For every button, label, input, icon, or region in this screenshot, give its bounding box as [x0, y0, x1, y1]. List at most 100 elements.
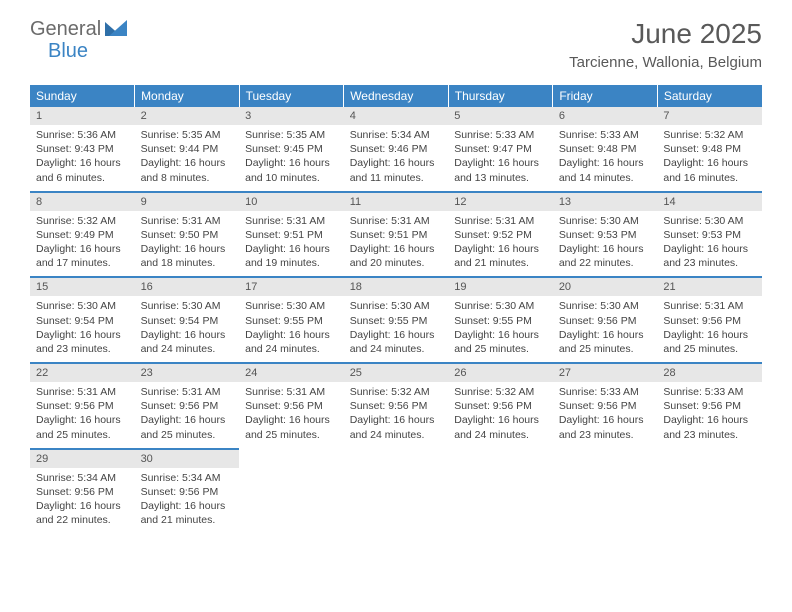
sunrise-line: Sunrise: 5:32 AM	[36, 214, 129, 228]
daylight-line: Daylight: 16 hours and 17 minutes.	[36, 242, 129, 270]
day-details: Sunrise: 5:35 AMSunset: 9:45 PMDaylight:…	[239, 125, 344, 191]
calendar-day-cell: 10Sunrise: 5:31 AMSunset: 9:51 PMDayligh…	[239, 192, 344, 278]
calendar-day-cell: 3Sunrise: 5:35 AMSunset: 9:45 PMDaylight…	[239, 107, 344, 192]
sunrise-line: Sunrise: 5:32 AM	[350, 385, 443, 399]
calendar-day-cell: 26Sunrise: 5:32 AMSunset: 9:56 PMDayligh…	[448, 363, 553, 449]
day-details: Sunrise: 5:33 AMSunset: 9:48 PMDaylight:…	[553, 125, 658, 191]
daylight-line: Daylight: 16 hours and 25 minutes.	[245, 413, 338, 441]
day-number: 6	[553, 107, 658, 125]
calendar-day-cell: 21 Sunrise: 5:31 AMSunset: 9:56 PMDayligh…	[657, 277, 762, 363]
calendar-day-cell: 15Sunrise: 5:30 AMSunset: 9:54 PMDayligh…	[30, 277, 135, 363]
calendar-day-cell: 19Sunrise: 5:30 AMSunset: 9:55 PMDayligh…	[448, 277, 553, 363]
sunset-line: Sunset: 9:45 PM	[245, 142, 338, 156]
calendar-day-cell: 5Sunrise: 5:33 AMSunset: 9:47 PMDaylight…	[448, 107, 553, 192]
daylight-line: Daylight: 16 hours and 25 minutes.	[559, 328, 652, 356]
sunset-line: Sunset: 9:51 PM	[245, 228, 338, 242]
dayheader-friday: Friday	[553, 85, 658, 107]
calendar-day-cell	[344, 449, 449, 534]
calendar-day-cell: 17Sunrise: 5:30 AMSunset: 9:55 PMDayligh…	[239, 277, 344, 363]
sunrise-line: Sunrise: 5:34 AM	[350, 128, 443, 142]
calendar-header-row: Sunday Monday Tuesday Wednesday Thursday…	[30, 85, 762, 107]
sunset-line: Sunset: 9:53 PM	[559, 228, 652, 242]
day-number: 14	[657, 193, 762, 211]
logo-text-general: General	[30, 18, 101, 41]
day-number: 29	[30, 450, 135, 468]
sunset-line: Sunset: 9:56 PM	[36, 399, 129, 413]
calendar-week-row: 22Sunrise: 5:31 AMSunset: 9:56 PMDayligh…	[30, 363, 762, 449]
calendar-day-cell: 25 Sunrise: 5:32 AMSunset: 9:56 PMDayligh…	[344, 363, 449, 449]
calendar-day-cell: 20Sunrise: 5:30 AMSunset: 9:56 PMDayligh…	[553, 277, 658, 363]
day-details: Sunrise: 5:30 AMSunset: 9:54 PMDaylight:…	[30, 296, 135, 362]
sunset-line: Sunset: 9:56 PM	[663, 314, 756, 328]
day-details: Sunrise: 5:32 AMSunset: 9:49 PMDaylight:…	[30, 211, 135, 277]
day-details: Sunrise: 5:36 AMSunset: 9:43 PMDaylight:…	[30, 125, 135, 191]
calendar-day-cell: 11Sunrise: 5:31 AMSunset: 9:51 PMDayligh…	[344, 192, 449, 278]
day-details: Sunrise: 5:30 AMSunset: 9:53 PMDaylight:…	[553, 211, 658, 277]
sunset-line: Sunset: 9:56 PM	[245, 399, 338, 413]
day-number: 13	[553, 193, 658, 211]
sunrise-line: Sunrise: 5:33 AM	[559, 385, 652, 399]
day-number: 21	[657, 278, 762, 296]
calendar-week-row: 29Sunrise: 5:34 AMSunset: 9:56 PMDayligh…	[30, 449, 762, 534]
day-details: Sunrise: 5:32 AMSunset: 9:48 PMDaylight:…	[657, 125, 762, 191]
day-number: 17	[239, 278, 344, 296]
day-details: Sunrise: 5:31 AMSunset: 9:56 PMDaylight:…	[135, 382, 240, 448]
sunset-line: Sunset: 9:55 PM	[245, 314, 338, 328]
daylight-line: Daylight: 16 hours and 25 minutes.	[141, 413, 234, 441]
sunset-line: Sunset: 9:55 PM	[350, 314, 443, 328]
calendar-day-cell: 24Sunrise: 5:31 AMSunset: 9:56 PMDayligh…	[239, 363, 344, 449]
calendar-day-cell: 7Sunrise: 5:32 AMSunset: 9:48 PMDaylight…	[657, 107, 762, 192]
daylight-line: Daylight: 16 hours and 16 minutes.	[663, 156, 756, 184]
day-number: 25	[344, 364, 449, 382]
sunrise-line: Sunrise: 5:33 AM	[663, 385, 756, 399]
sunrise-line: Sunrise: 5:35 AM	[141, 128, 234, 142]
page-title: June 2025	[569, 18, 762, 50]
logo-triangle-icon	[105, 18, 127, 41]
dayheader-wednesday: Wednesday	[344, 85, 449, 107]
daylight-line: Daylight: 16 hours and 25 minutes.	[663, 328, 756, 356]
sunrise-line: Sunrise: 5:33 AM	[454, 128, 547, 142]
day-number: 20	[553, 278, 658, 296]
daylight-line: Daylight: 16 hours and 23 minutes.	[559, 413, 652, 441]
day-number: 18	[344, 278, 449, 296]
daylight-line: Daylight: 16 hours and 11 minutes.	[350, 156, 443, 184]
title-block: June 2025 Tarcienne, Wallonia, Belgium	[569, 18, 762, 71]
calendar-day-cell: 4Sunrise: 5:34 AMSunset: 9:46 PMDaylight…	[344, 107, 449, 192]
sunset-line: Sunset: 9:56 PM	[559, 314, 652, 328]
sunrise-line: Sunrise: 5:33 AM	[559, 128, 652, 142]
sunrise-line: Sunrise: 5:30 AM	[141, 299, 234, 313]
calendar-day-cell: 30Sunrise: 5:34 AMSunset: 9:56 PMDayligh…	[135, 449, 240, 534]
day-details: Sunrise: 5:30 AMSunset: 9:55 PMDaylight:…	[344, 296, 449, 362]
day-details: Sunrise: 5:35 AMSunset: 9:44 PMDaylight:…	[135, 125, 240, 191]
day-details: Sunrise: 5:30 AMSunset: 9:54 PMDaylight:…	[135, 296, 240, 362]
sunset-line: Sunset: 9:56 PM	[141, 485, 234, 499]
dayheader-thursday: Thursday	[448, 85, 553, 107]
daylight-line: Daylight: 16 hours and 24 minutes.	[350, 413, 443, 441]
calendar-day-cell: 28Sunrise: 5:33 AMSunset: 9:56 PMDayligh…	[657, 363, 762, 449]
day-number: 10	[239, 193, 344, 211]
sunset-line: Sunset: 9:47 PM	[454, 142, 547, 156]
day-number: 19	[448, 278, 553, 296]
sunrise-line: Sunrise: 5:31 AM	[36, 385, 129, 399]
dayheader-monday: Monday	[135, 85, 240, 107]
sunrise-line: Sunrise: 5:31 AM	[663, 299, 756, 313]
day-number: 15	[30, 278, 135, 296]
sunset-line: Sunset: 9:56 PM	[559, 399, 652, 413]
sunset-line: Sunset: 9:54 PM	[36, 314, 129, 328]
calendar-day-cell	[239, 449, 344, 534]
sunrise-line: Sunrise: 5:30 AM	[454, 299, 547, 313]
day-details: Sunrise: 5:30 AMSunset: 9:56 PMDaylight:…	[553, 296, 658, 362]
sunrise-line: Sunrise: 5:30 AM	[350, 299, 443, 313]
day-details: Sunrise: 5:33 AMSunset: 9:47 PMDaylight:…	[448, 125, 553, 191]
sunrise-line: Sunrise: 5:31 AM	[454, 214, 547, 228]
day-details: Sunrise: 5:31 AMSunset: 9:51 PMDaylight:…	[344, 211, 449, 277]
calendar-day-cell: 16Sunrise: 5:30 AMSunset: 9:54 PMDayligh…	[135, 277, 240, 363]
sunset-line: Sunset: 9:56 PM	[141, 399, 234, 413]
calendar-day-cell: 2Sunrise: 5:35 AMSunset: 9:44 PMDaylight…	[135, 107, 240, 192]
day-number: 5	[448, 107, 553, 125]
calendar-day-cell: 9Sunrise: 5:31 AMSunset: 9:50 PMDaylight…	[135, 192, 240, 278]
day-number: 7	[657, 107, 762, 125]
sunset-line: Sunset: 9:56 PM	[350, 399, 443, 413]
day-details: Sunrise: 5:31 AMSunset: 9:50 PMDaylight:…	[135, 211, 240, 277]
daylight-line: Daylight: 16 hours and 24 minutes.	[141, 328, 234, 356]
